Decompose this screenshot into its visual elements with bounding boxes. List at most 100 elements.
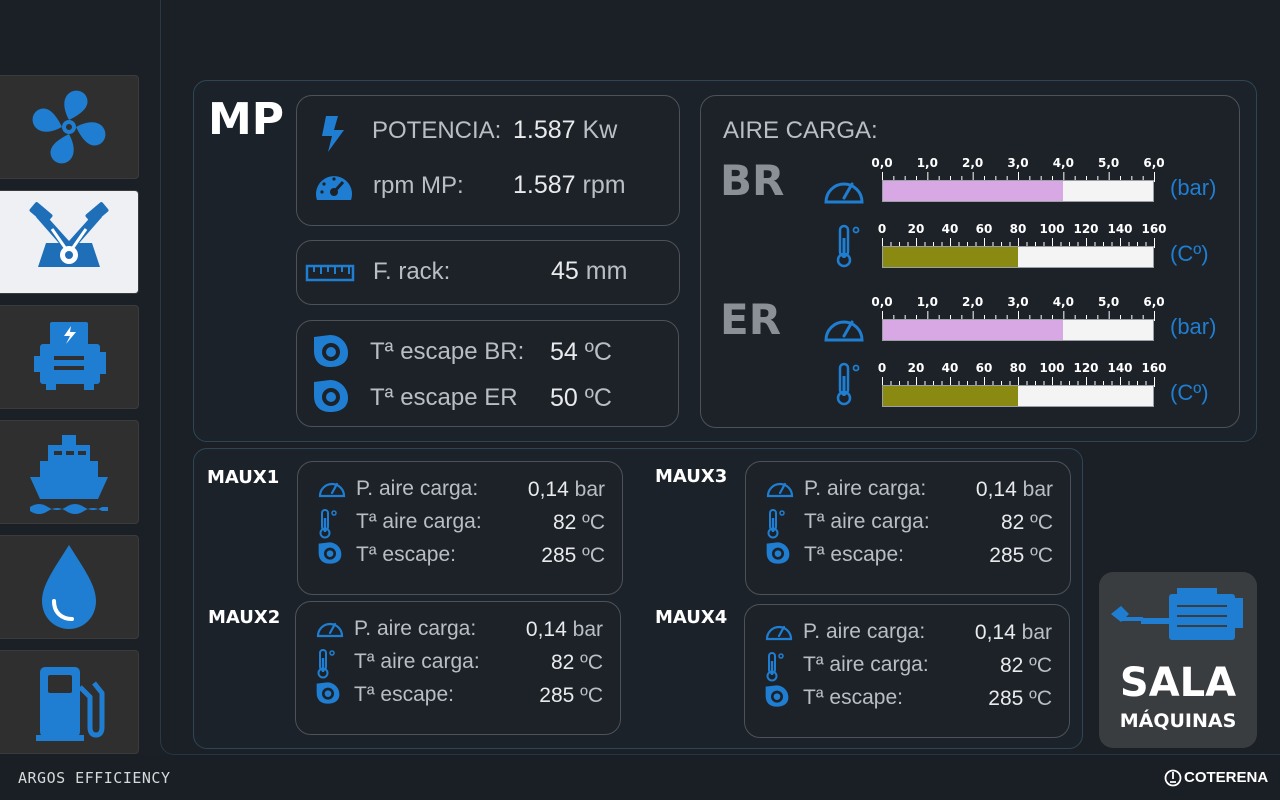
sidebar-item-engine[interactable] [0,190,139,294]
br-pressure-tick-label: 4,0 [1052,156,1074,170]
br-temp-bar-fill [883,247,1018,267]
power-value: 1.587 Kw [513,116,618,144]
maux-value-unit: ºC [580,651,603,674]
maux-metric-label: Tª aire carga: [804,510,930,533]
br-temp-tick-label: 80 [1009,222,1027,236]
sidebar-item-water[interactable] [0,535,139,639]
exhaust-br-label: Tª escape BR: [370,338,525,365]
engine-room-subtitle: MÁQUINAS [1119,710,1237,732]
maux-metric-value: 0,14 bar [934,621,1052,645]
maux-card [297,461,623,595]
br-temp-tick-label: 120 [1073,222,1099,236]
er-temp-tick-label: 0 [877,361,887,375]
er-temp-tick-label: 160 [1141,361,1167,375]
footer-brand-left: ARGOS EFFICIENCY [18,769,171,787]
maux-metric-label: P. aire carga: [804,477,927,500]
exhaust-er-label: Tª escape ER [370,384,518,411]
exhaust-er-value: 50 ºC [550,384,612,412]
maux-metric-label: P. aire carga: [356,477,479,500]
br-temp-tick-label: 100 [1039,222,1065,236]
tachometer-icon [316,176,352,200]
maux-value-number: 82 [999,654,1030,677]
maux-value-unit: ºC [1030,511,1053,534]
turbo-icon [764,684,790,713]
er-label: ER [720,295,782,344]
maux-metric-value: 0,14 bar [485,618,603,642]
pressure-gauge-icon [315,615,345,644]
footer-brand-right: COTERENA [1184,769,1269,786]
maux-metric-label: Tª escape: [354,683,454,706]
sidebar-item-ship[interactable] [0,420,139,524]
maux-metric-value: 285 ºC [934,687,1052,711]
br-temp-tick-label: 60 [975,222,993,236]
charge-air-title: AIRE CARGA: [723,117,878,144]
maux-value-unit: bar [574,478,605,501]
lightning-icon [322,116,344,152]
maux-metric-label: Tª aire carga: [356,510,482,533]
er-temp-tick-label: 40 [941,361,959,375]
pressure-gauge-icon [824,182,864,204]
maux-metric-label: Tª escape: [804,543,904,566]
br-pressure-bar-fill [883,181,1063,201]
maux-metric-value: 82 ºC [935,511,1053,535]
sidebar-item-generator[interactable] [0,305,139,409]
turbo-icon [317,541,343,570]
er-pressure-bar [882,319,1154,341]
er-temp-unit: (Cº) [1170,380,1209,405]
maux-metric-value: 0,14 bar [487,478,605,502]
er-temp-tick-label: 80 [1009,361,1027,375]
er-pressure-tick-label: 1,0 [916,295,938,309]
br-pressure-unit: (bar) [1170,175,1217,200]
maux-metric-value: 285 ºC [487,544,605,568]
propulsion-engine-icon [1111,588,1243,640]
rpm-value: 1.587 rpm [513,171,626,199]
engine-room-title: SALA [1119,660,1237,706]
br-pressure-tick-label: 5,0 [1098,156,1120,170]
br-temp-tick-label: 20 [907,222,925,236]
er-temp-tick-label: 100 [1039,361,1065,375]
maux-value-number: 0,14 [974,621,1022,644]
br-temp-tick-label: 0 [877,222,887,236]
er-temp-bar-fill [883,386,1018,406]
water-drop-icon [42,545,96,629]
maux-value-unit: ºC [582,511,605,534]
ruler-icon [305,264,355,282]
footer: ARGOS EFFICIENCY COTERENA [0,755,1280,800]
maux-value-number: 0,14 [975,478,1023,501]
thermometer-icon [315,648,337,685]
maux-metric-value: 285 ºC [935,544,1053,568]
pressure-gauge-icon [824,320,864,342]
maux-value-number: 285 [539,684,581,707]
er-pressure-unit: (bar) [1170,314,1217,339]
er-pressure-tick-label: 2,0 [962,295,984,309]
sidebar-item-fuel[interactable] [0,650,139,754]
maux-value-unit: ºC [1029,654,1052,677]
er-temp-bar [882,385,1154,407]
maux-metric-value: 82 ºC [485,651,603,675]
turbo-icon [315,681,341,710]
maux-value-number: 82 [1000,511,1031,534]
br-temp-unit: (Cº) [1170,241,1209,266]
exhaust-card [296,320,679,427]
er-pressure-tick-label: 5,0 [1098,295,1120,309]
thermometer-icon [764,651,786,688]
maux-value-unit: bar [1021,621,1052,644]
rack-value: 45 mm [551,257,628,285]
maux-metric-value: 0,14 bar [935,478,1053,502]
maux-value-number: 82 [552,511,583,534]
engine-room-button[interactable]: SALA MÁQUINAS [1099,572,1257,748]
er-temp-tick-label: 120 [1073,361,1099,375]
er-pressure-tick-label: 4,0 [1052,295,1074,309]
maux-card [295,601,621,735]
sidebar-item-ventilation[interactable] [0,75,139,179]
thermometer-icon [317,508,339,545]
maux-card [745,461,1071,595]
br-pressure-bar [882,180,1154,202]
maux-value-number: 0,14 [527,478,575,501]
maux-metric-label: Tª aire carga: [354,650,480,673]
maux-title: MAUX2 [208,607,281,628]
maux-metric-value: 285 ºC [485,684,603,708]
br-pressure-tick-label: 0,0 [871,156,893,170]
er-pressure-tick-label: 0,0 [871,295,893,309]
maux-card [744,604,1070,738]
